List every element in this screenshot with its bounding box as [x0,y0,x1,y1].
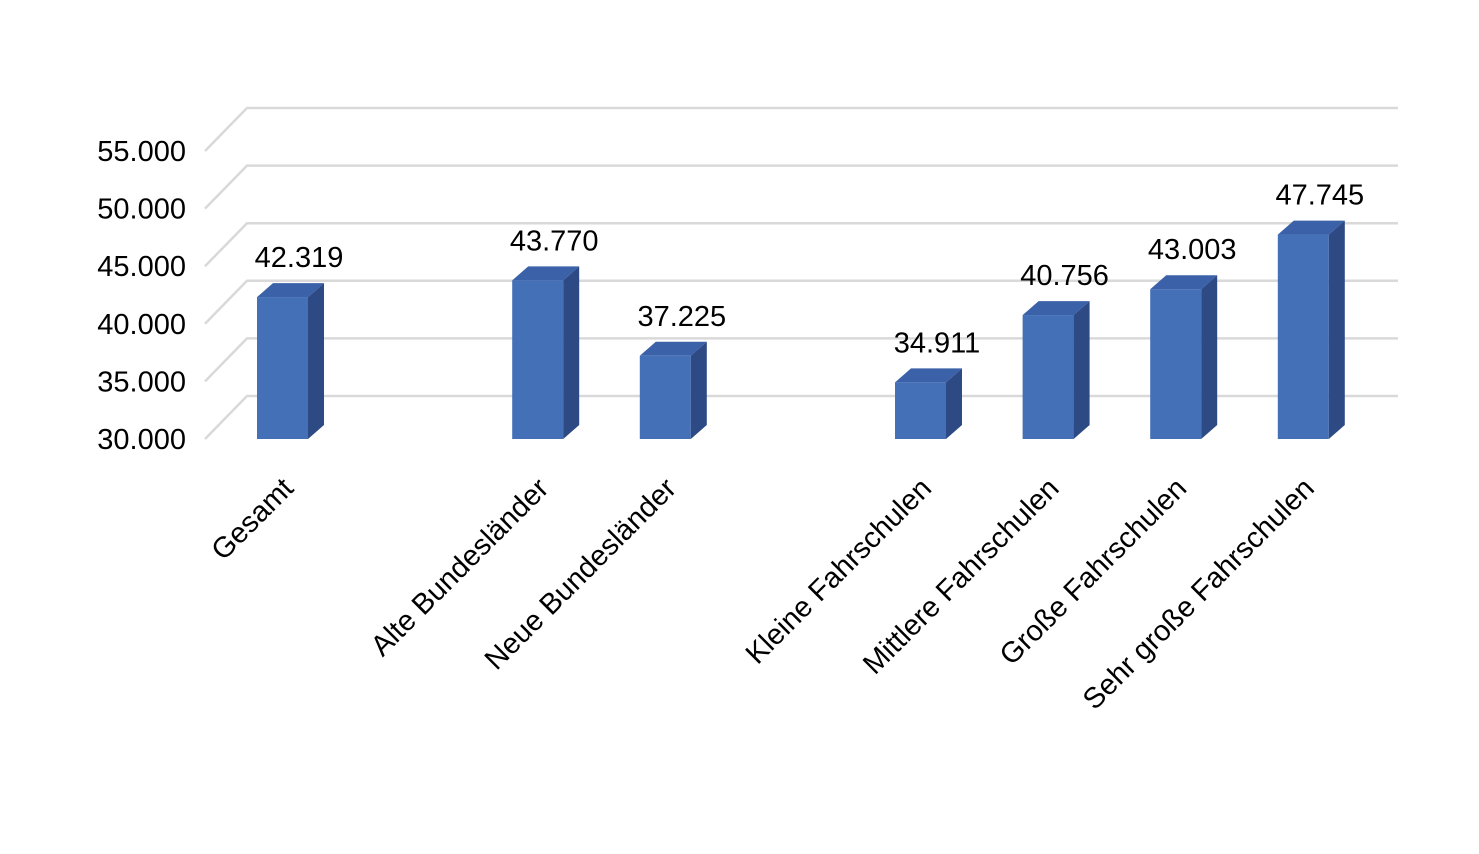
bar [512,266,580,439]
gridline [204,164,1398,210]
data-label: 40.756 [1020,260,1109,292]
bars [257,220,1345,439]
bar [895,368,962,439]
bar-front-face [512,280,564,439]
bar [1022,301,1090,439]
gridline [204,337,1398,383]
bar [1277,220,1345,439]
data-label: 43.003 [1148,234,1237,266]
bar-side-face [1073,301,1090,439]
gridline [204,106,1398,152]
bar-side-face [563,266,580,439]
gridline [204,221,1398,268]
data-label: 42.319 [255,242,344,274]
bar-front-face [257,297,308,439]
bar-front-face [1022,315,1074,439]
data-label: 34.911 [894,327,981,359]
bar-side-face [690,341,707,439]
bar-top-face [257,283,324,298]
bar-top-face [1150,275,1218,290]
y-tick-label: 50.000 [97,194,186,226]
bar-top-face [895,368,962,383]
bar-side-face [308,283,324,439]
bar-front-face [1150,289,1202,439]
category-label: Sehr große Fahrschulen [1077,472,1321,716]
bar-top-face [1277,220,1345,235]
bar-top-face [512,266,580,281]
category-label: Gesamt [206,472,300,566]
bar-front-face [895,382,946,439]
data-label: 47.745 [1275,180,1364,212]
gridline [204,394,1398,440]
bar-side-face [946,368,962,439]
data-label: 37.225 [637,301,726,333]
y-tick-label: 35.000 [97,366,186,398]
gridlines [204,106,1398,440]
y-tick-label: 30.000 [97,424,186,456]
bar-top-face [1022,301,1090,316]
data-labels: 42.319 43.770 37.225 34.911 40.756 43.003 47.7… [255,180,1365,360]
bar-front-face [1277,234,1329,439]
bar [257,283,324,439]
data-label: 43.770 [510,225,599,257]
bar [1150,275,1218,439]
y-tick-label: 45.000 [97,251,186,283]
bar-side-face [1201,275,1218,439]
bar-top-face [639,341,707,356]
y-tick-label: 40.000 [97,309,186,341]
y-axis-tick-labels: 30.000 35.000 40.000 45.000 50.000 55.000 [97,136,186,456]
bar-side-face [1328,220,1345,439]
y-tick-label: 55.000 [97,136,186,168]
gridline [204,279,1398,325]
bar [639,341,707,439]
bar-front-face [639,355,691,439]
